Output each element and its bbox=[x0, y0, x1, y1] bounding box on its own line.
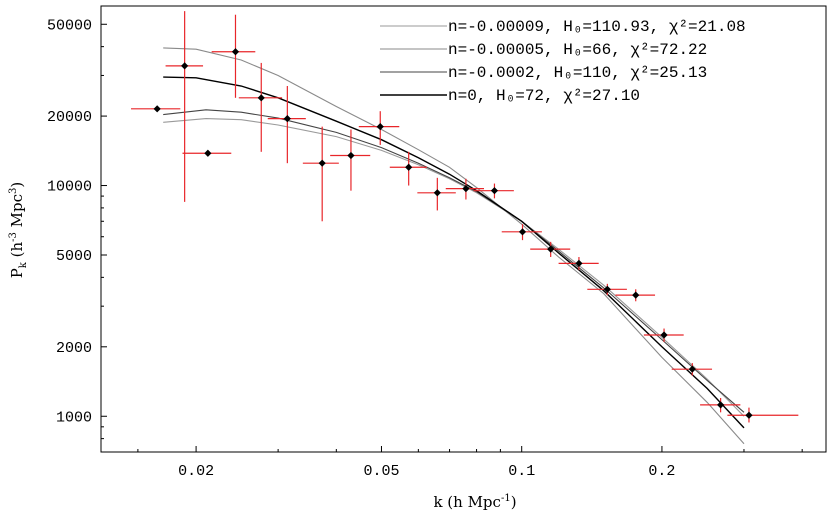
plot-frame bbox=[100, 5, 827, 453]
data-point bbox=[231, 48, 240, 56]
data-point bbox=[632, 291, 640, 299]
y-axis: 1000 2000 5000 10000 20000 50000 bbox=[47, 17, 107, 440]
data-point bbox=[575, 259, 583, 267]
model-curve-4 bbox=[163, 76, 745, 429]
data-point bbox=[660, 331, 668, 339]
data-point bbox=[257, 94, 265, 102]
data-point bbox=[283, 115, 291, 123]
x-axis-title: k (h Mpc-1) bbox=[433, 493, 516, 511]
data-point bbox=[688, 365, 696, 373]
legend-label: n=-0.0002, H₀=110, χ²=25.13 bbox=[448, 64, 707, 82]
data-point bbox=[181, 62, 189, 70]
model-curve-3 bbox=[163, 109, 745, 413]
model-curves bbox=[163, 47, 745, 445]
data-point bbox=[204, 149, 212, 157]
x-tick-label: 0.05 bbox=[363, 463, 399, 480]
y-tick-label: 10000 bbox=[47, 179, 92, 196]
legend: n=-0.00009, H₀=110.93, χ²=21.08 n=-0.0000… bbox=[380, 18, 746, 105]
x-tick-label: 0.02 bbox=[178, 463, 214, 480]
data-point bbox=[405, 163, 413, 171]
model-curve-2 bbox=[163, 47, 745, 445]
data-point bbox=[547, 245, 555, 253]
data-point bbox=[153, 105, 161, 113]
y-tick-label: 20000 bbox=[47, 109, 92, 126]
data-point bbox=[347, 151, 355, 160]
data-point bbox=[490, 187, 499, 195]
y-tick-label: 5000 bbox=[56, 248, 92, 265]
legend-label: n=-0.00005, H₀=66, χ²=72.22 bbox=[448, 41, 707, 59]
x-axis: 0.02 0.05 0.1 0.2 bbox=[137, 446, 803, 480]
model-curve-1 bbox=[163, 118, 745, 417]
y-axis-title: Pk (h-3 Mpc3) bbox=[8, 182, 29, 279]
data-point bbox=[462, 184, 470, 193]
x-tick-label: 0.2 bbox=[648, 463, 675, 480]
data-point bbox=[376, 123, 384, 131]
data-point bbox=[745, 411, 753, 419]
data-point bbox=[433, 189, 441, 197]
y-tick-label: 50000 bbox=[47, 17, 92, 34]
data-point bbox=[518, 228, 527, 236]
x-tick-label: 0.1 bbox=[508, 463, 535, 480]
data-point bbox=[717, 401, 725, 409]
y-tick-label: 1000 bbox=[56, 409, 92, 426]
legend-label: n=-0.00009, H₀=110.93, χ²=21.08 bbox=[448, 18, 746, 36]
data-points bbox=[153, 48, 753, 419]
data-point bbox=[603, 285, 611, 293]
legend-label: n=0, H₀=72, χ²=27.10 bbox=[448, 87, 640, 105]
data-point bbox=[318, 159, 326, 167]
y-tick-label: 2000 bbox=[56, 340, 92, 357]
